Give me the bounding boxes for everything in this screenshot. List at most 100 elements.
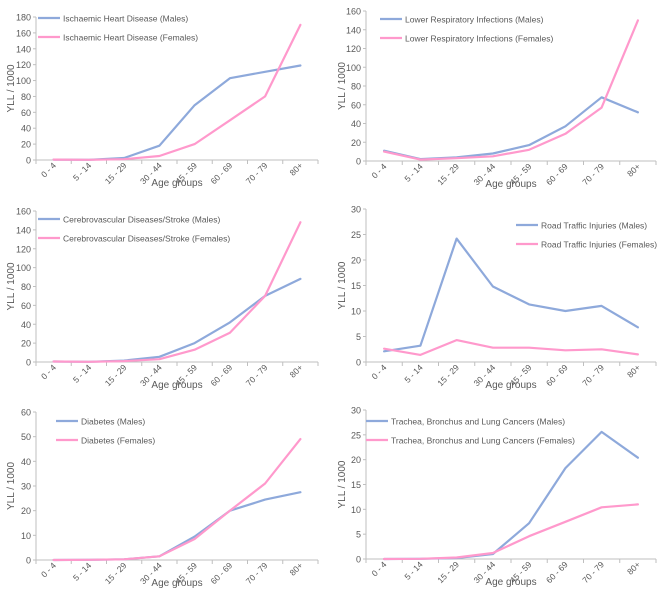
series-line-females xyxy=(52,221,302,363)
y-tick-label: 100 xyxy=(346,63,361,73)
x-tick-label: 15 - 29 xyxy=(435,362,461,388)
y-tick-label: 120 xyxy=(16,244,31,254)
y-tick-label: 30 xyxy=(21,482,31,492)
y-tick-label: 40 xyxy=(351,119,361,129)
x-axis-title: Age groups xyxy=(151,380,202,391)
series-line-males xyxy=(383,430,640,561)
legend-label-females: Lower Respiratory Infections (Females) xyxy=(405,34,554,44)
y-tick-label: 0 xyxy=(356,358,361,368)
x-tick-label: 70 - 79 xyxy=(244,362,270,388)
y-tick-label: 20 xyxy=(351,138,361,148)
y-tick-label: 40 xyxy=(21,320,31,330)
series-line-males xyxy=(383,96,640,161)
legend-label-males: Diabetes (Males) xyxy=(81,417,145,427)
y-tick-label: 0 xyxy=(26,556,31,566)
y-tick-label: 60 xyxy=(21,108,31,118)
x-tick-label: 70 - 79 xyxy=(580,161,606,187)
y-tick-label: 120 xyxy=(346,44,361,54)
x-axis-title: Age groups xyxy=(151,178,202,189)
series-line-females xyxy=(52,23,302,161)
y-tick-label: 5 xyxy=(356,530,361,540)
y-tick-label: 80 xyxy=(21,282,31,292)
y-tick-label: 80 xyxy=(21,92,31,102)
x-tick-label: 80+ xyxy=(625,559,642,576)
y-tick-label: 140 xyxy=(346,25,361,35)
x-tick-label: 80+ xyxy=(288,560,305,577)
series-line-females xyxy=(383,19,640,161)
series-line-males xyxy=(52,491,302,562)
y-tick-label: 20 xyxy=(21,140,31,150)
x-tick-label: 60 - 69 xyxy=(544,559,570,585)
y-tick-label: 180 xyxy=(16,13,31,23)
y-tick-label: 60 xyxy=(21,408,31,418)
series-line-females xyxy=(52,438,302,562)
x-tick-label: 15 - 29 xyxy=(103,560,129,586)
legend-label-females: Diabetes (Females) xyxy=(81,436,155,446)
y-tick-label: 0 xyxy=(26,358,31,368)
y-tick-label: 160 xyxy=(346,7,361,17)
y-tick-label: 120 xyxy=(16,60,31,70)
y-tick-label: 0 xyxy=(356,157,361,167)
legend-label-males: Road Traffic Injuries (Males) xyxy=(541,221,647,231)
x-tick-label: 60 - 69 xyxy=(209,160,235,186)
x-tick-label: 80+ xyxy=(288,160,305,177)
x-tick-label: 70 - 79 xyxy=(244,560,270,586)
y-axis-title: YLL / 1000 xyxy=(6,462,17,510)
x-tick-label: 60 - 69 xyxy=(544,362,570,388)
x-axis-title: Age groups xyxy=(485,577,536,588)
series-line-females xyxy=(383,503,640,561)
y-tick-label: 80 xyxy=(351,82,361,92)
x-tick-label: 0 - 4 xyxy=(39,560,58,579)
y-tick-label: 20 xyxy=(351,455,361,465)
x-tick-label: 70 - 79 xyxy=(580,362,606,388)
x-tick-label: 70 - 79 xyxy=(580,559,606,585)
series-line-females xyxy=(383,339,640,356)
legend-label-females: Trachea, Bronchus and Lung Cancers (Fema… xyxy=(391,436,575,446)
series-line-males xyxy=(52,64,302,161)
x-tick-label: 0 - 4 xyxy=(39,362,58,381)
y-tick-label: 0 xyxy=(356,555,361,565)
x-tick-label: 80+ xyxy=(625,161,642,178)
y-tick-label: 15 xyxy=(351,480,361,490)
y-tick-label: 40 xyxy=(21,124,31,134)
x-tick-label: 60 - 69 xyxy=(209,362,235,388)
y-tick-label: 10 xyxy=(21,531,31,541)
y-axis-title: YLL / 1000 xyxy=(337,62,348,110)
y-tick-label: 100 xyxy=(16,263,31,273)
x-axis-title: Age groups xyxy=(485,380,536,391)
legend-label-males: Trachea, Bronchus and Lung Cancers (Male… xyxy=(391,417,565,427)
y-tick-label: 20 xyxy=(21,506,31,516)
x-tick-label: 15 - 29 xyxy=(435,161,461,187)
y-tick-label: 60 xyxy=(21,301,31,311)
x-tick-label: 5 - 14 xyxy=(402,161,425,184)
y-tick-label: 50 xyxy=(21,432,31,442)
y-tick-label: 20 xyxy=(351,256,361,266)
x-tick-label: 5 - 14 xyxy=(402,559,425,582)
y-tick-label: 160 xyxy=(16,207,31,217)
legend-label-females: Cerebrovascular Diseases/Stroke (Females… xyxy=(63,234,230,244)
x-tick-label: 0 - 4 xyxy=(369,362,388,381)
y-tick-label: 10 xyxy=(351,307,361,317)
y-axis-title: YLL / 1000 xyxy=(337,261,348,309)
y-tick-label: 25 xyxy=(351,230,361,240)
x-axis-title: Age groups xyxy=(485,179,536,190)
y-tick-label: 30 xyxy=(351,406,361,416)
y-tick-label: 15 xyxy=(351,281,361,291)
x-tick-label: 60 - 69 xyxy=(544,161,570,187)
y-tick-label: 140 xyxy=(16,225,31,235)
legend-label-females: Road Traffic Injuries (Females) xyxy=(541,240,657,250)
x-tick-label: 80+ xyxy=(625,362,642,379)
chart-panel-1: 0 20 40 60 80 100 120 140 160 180 0 - 4 5 - 14 15 - … xyxy=(6,13,319,189)
y-axis-title: YLL / 1000 xyxy=(6,262,17,310)
x-tick-label: 0 - 4 xyxy=(39,160,58,179)
x-tick-label: 0 - 4 xyxy=(369,161,388,180)
x-tick-label: 0 - 4 xyxy=(369,559,388,578)
y-tick-label: 25 xyxy=(351,430,361,440)
x-tick-label: 70 - 79 xyxy=(244,160,270,186)
legend-label-males: Cerebrovascular Diseases/Stroke (Males) xyxy=(63,215,220,225)
